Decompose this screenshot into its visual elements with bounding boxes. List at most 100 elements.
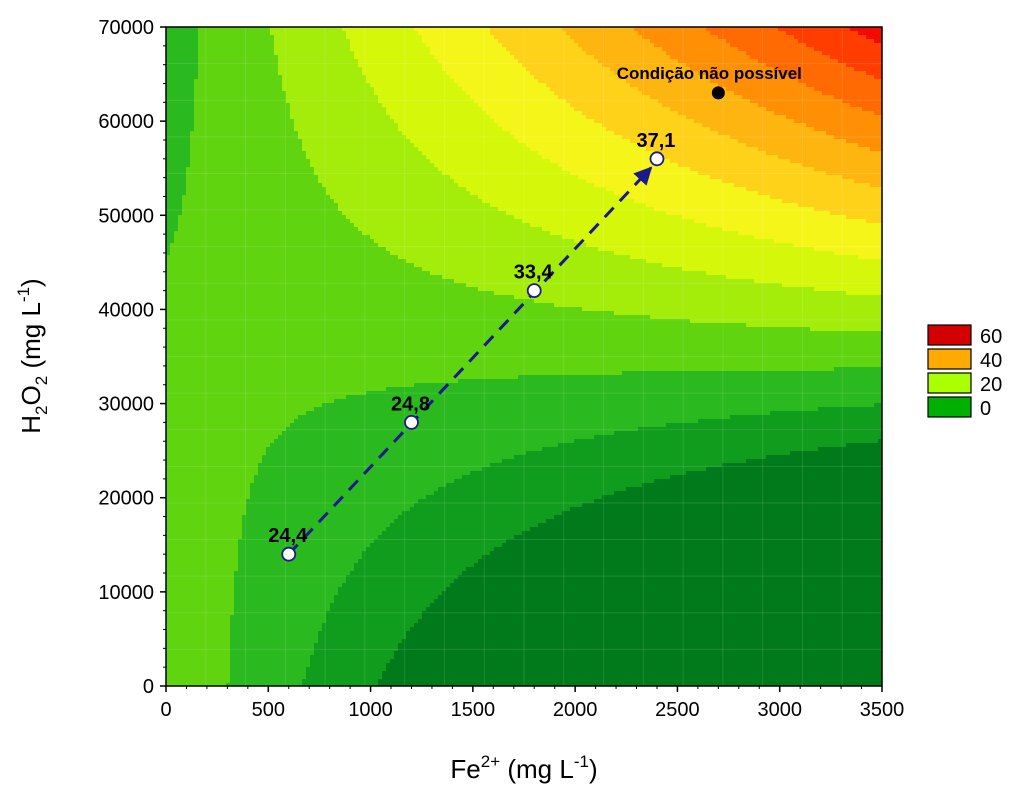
contour-cell (574, 87, 579, 92)
contour-cell (490, 91, 495, 96)
contour-cell (338, 111, 343, 116)
contour-cell (510, 31, 515, 36)
contour-cell (362, 47, 367, 52)
contour-cell (334, 123, 339, 128)
contour-cell (382, 43, 387, 48)
contour-cell (846, 115, 851, 120)
contour-cell (790, 55, 795, 60)
contour-cell (538, 35, 543, 40)
contour-cell (242, 35, 247, 40)
contour-cell (330, 91, 335, 96)
contour-cell (698, 67, 703, 72)
contour-cell (782, 59, 787, 64)
contour-cell (678, 99, 683, 104)
contour-cell (402, 47, 407, 52)
contour-cell (642, 47, 647, 52)
contour-cell (386, 95, 391, 100)
contour-cell (774, 51, 779, 56)
contour-cell (702, 111, 707, 116)
contour-cell (358, 135, 363, 140)
contour-cell (606, 67, 611, 72)
contour-cell (698, 127, 703, 132)
contour-cell (314, 95, 319, 100)
contour-cell (506, 83, 511, 88)
contour-cell (734, 107, 739, 112)
contour-cell (522, 115, 527, 120)
contour-cell (546, 79, 551, 84)
contour-cell (874, 31, 879, 36)
contour-cell (842, 111, 847, 116)
contour-cell (238, 47, 243, 52)
contour-cell (746, 55, 751, 60)
contour-cell (846, 107, 851, 112)
contour-cell (402, 75, 407, 80)
contour-cell (246, 131, 251, 136)
contour-cell (562, 111, 567, 116)
contour-cell (562, 67, 567, 72)
contour-cell (446, 51, 451, 56)
contour-cell (750, 119, 755, 124)
contour-cell (690, 63, 695, 68)
contour-cell (470, 55, 475, 60)
contour-cell (238, 87, 243, 92)
contour-cell (626, 51, 631, 56)
contour-cell (506, 95, 511, 100)
contour-cell (194, 43, 199, 48)
contour-cell (390, 51, 395, 56)
contour-cell (518, 43, 523, 48)
contour-cell (742, 75, 747, 80)
contour-cell (706, 83, 711, 88)
contour-cell (554, 51, 559, 56)
contour-cell (722, 87, 727, 92)
contour-cell (626, 135, 631, 140)
contour-cell (682, 127, 687, 132)
contour-cell (178, 47, 183, 52)
contour-cell (306, 59, 311, 64)
contour-cell (470, 131, 475, 136)
contour-cell (802, 119, 807, 124)
contour-cell (850, 63, 855, 68)
contour-cell (490, 55, 495, 60)
contour-cell (454, 135, 459, 140)
contour-cell (734, 111, 739, 116)
contour-cell (190, 43, 195, 48)
contour-cell (834, 119, 839, 124)
contour-cell (862, 27, 867, 32)
contour-cell (282, 59, 287, 64)
contour-cell (722, 63, 727, 68)
contour-cell (186, 127, 191, 132)
contour-cell (362, 91, 367, 96)
contour-cell (698, 119, 703, 124)
contour-cell (258, 99, 263, 104)
contour-cell (730, 47, 735, 52)
contour-cell (198, 135, 203, 140)
contour-cell (482, 67, 487, 72)
contour-cell (638, 51, 643, 56)
contour-cell (662, 59, 667, 64)
contour-cell (510, 131, 515, 136)
contour-cell (178, 95, 183, 100)
contour-cell (794, 39, 799, 44)
contour-cell (222, 75, 227, 80)
contour-cell (814, 59, 819, 64)
contour-cell (530, 103, 535, 108)
contour-cell (618, 115, 623, 120)
contour-cell (450, 99, 455, 104)
contour-cell (194, 75, 199, 80)
contour-cell (774, 91, 779, 96)
contour-cell (550, 51, 555, 56)
contour-cell (570, 27, 575, 32)
contour-cell (510, 59, 515, 64)
contour-cell (494, 127, 499, 132)
contour-cell (342, 99, 347, 104)
contour-cell (578, 119, 583, 124)
contour-cell (386, 35, 391, 40)
contour-cell (730, 135, 735, 140)
contour-cell (834, 103, 839, 108)
contour-cell (458, 75, 463, 80)
contour-cell (206, 47, 211, 52)
contour-cell (166, 35, 171, 40)
contour-cell (714, 83, 719, 88)
contour-cell (658, 59, 663, 64)
contour-cell (318, 71, 323, 76)
